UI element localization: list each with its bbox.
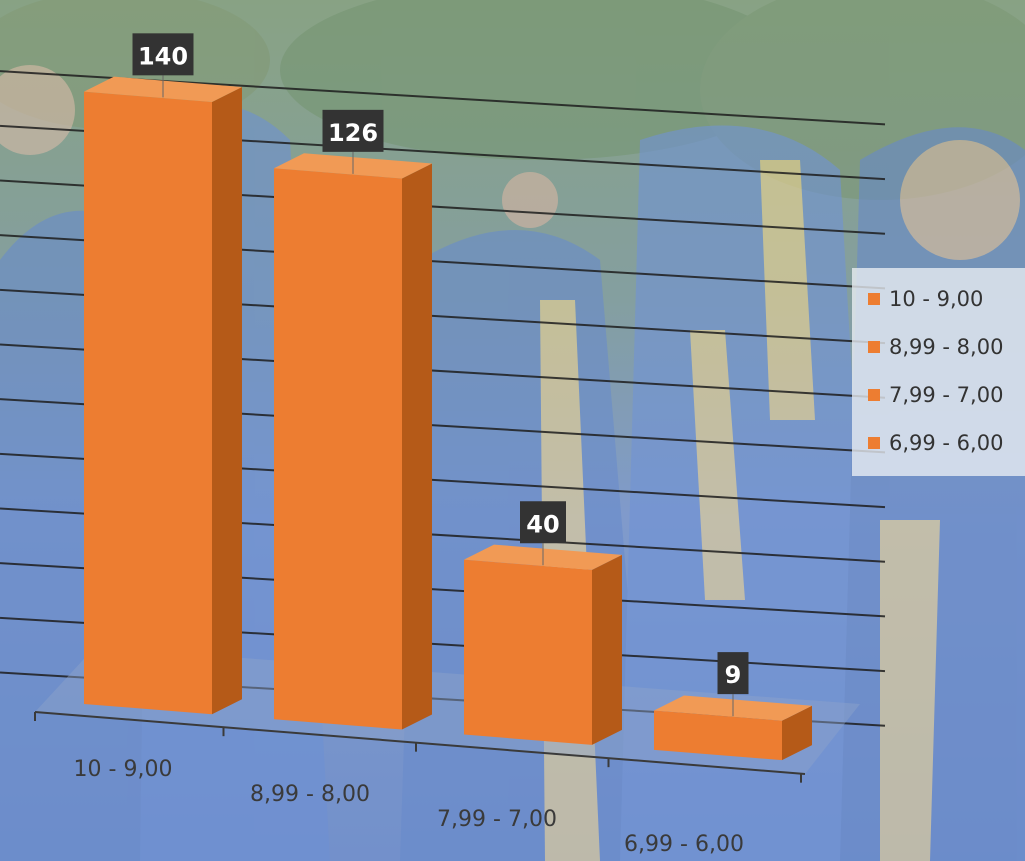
- x-tick-label: 7,99 - 7,00: [437, 807, 557, 832]
- legend-entry: 8,99 - 8,00: [868, 330, 1003, 364]
- legend-label: 6,99 - 6,00: [889, 431, 1004, 455]
- data-label-2: 126: [322, 109, 384, 174]
- data-label-1: 140: [132, 33, 194, 98]
- data-label-box: [520, 501, 566, 544]
- data-label-text: 9: [725, 661, 742, 689]
- bar-front: [84, 91, 212, 715]
- data-label-text: 40: [526, 510, 559, 538]
- x-tick-label: 8,99 - 8,00: [250, 782, 370, 807]
- x-tick-labels: 10 - 9,00 8,99 - 8,00 7,99 - 7,00 6,99 - 6,…: [74, 757, 744, 857]
- x-tick-label: 10 - 9,00: [74, 757, 173, 782]
- x-axis: [34, 711, 806, 783]
- x-axis-line: [34, 711, 806, 775]
- legend-swatch: [868, 341, 880, 353]
- data-label-3: 40: [520, 501, 566, 566]
- bar-front: [654, 710, 782, 761]
- data-label-box: [322, 109, 384, 152]
- data-label-text: 140: [138, 42, 188, 70]
- legend: 10 - 9,00 8,99 - 8,00 7,99 - 7,00 6,99 -…: [852, 268, 1025, 476]
- bar-1: [84, 76, 242, 715]
- legend-entry: 7,99 - 7,00: [868, 378, 1003, 412]
- legend-swatch: [868, 293, 880, 305]
- data-labels: 140 126 40 9: [132, 33, 749, 717]
- legend-label: 10 - 9,00: [889, 287, 984, 311]
- bar-4: [654, 695, 812, 761]
- bar-side: [402, 163, 432, 730]
- x-tick-label: 6,99 - 6,00: [624, 832, 744, 857]
- bar-side: [592, 554, 622, 745]
- data-label-4: 9: [717, 652, 749, 717]
- legend-swatch: [868, 437, 880, 449]
- bar-front: [464, 559, 592, 745]
- bar-2: [274, 153, 432, 730]
- data-label-box: [132, 33, 194, 76]
- bar-3: [464, 544, 622, 745]
- legend-label: 8,99 - 8,00: [889, 335, 1004, 359]
- bar-side: [212, 86, 242, 715]
- data-label-text: 126: [328, 119, 378, 147]
- bar-side: [782, 705, 812, 761]
- legend-label: 7,99 - 7,00: [889, 383, 1004, 407]
- bar-front: [274, 168, 402, 730]
- legend-swatch: [868, 389, 880, 401]
- bars: [84, 76, 812, 761]
- data-label-box: [717, 652, 749, 695]
- legend-entry: 10 - 9,00: [868, 282, 983, 316]
- legend-entry: 6,99 - 6,00: [868, 426, 1003, 460]
